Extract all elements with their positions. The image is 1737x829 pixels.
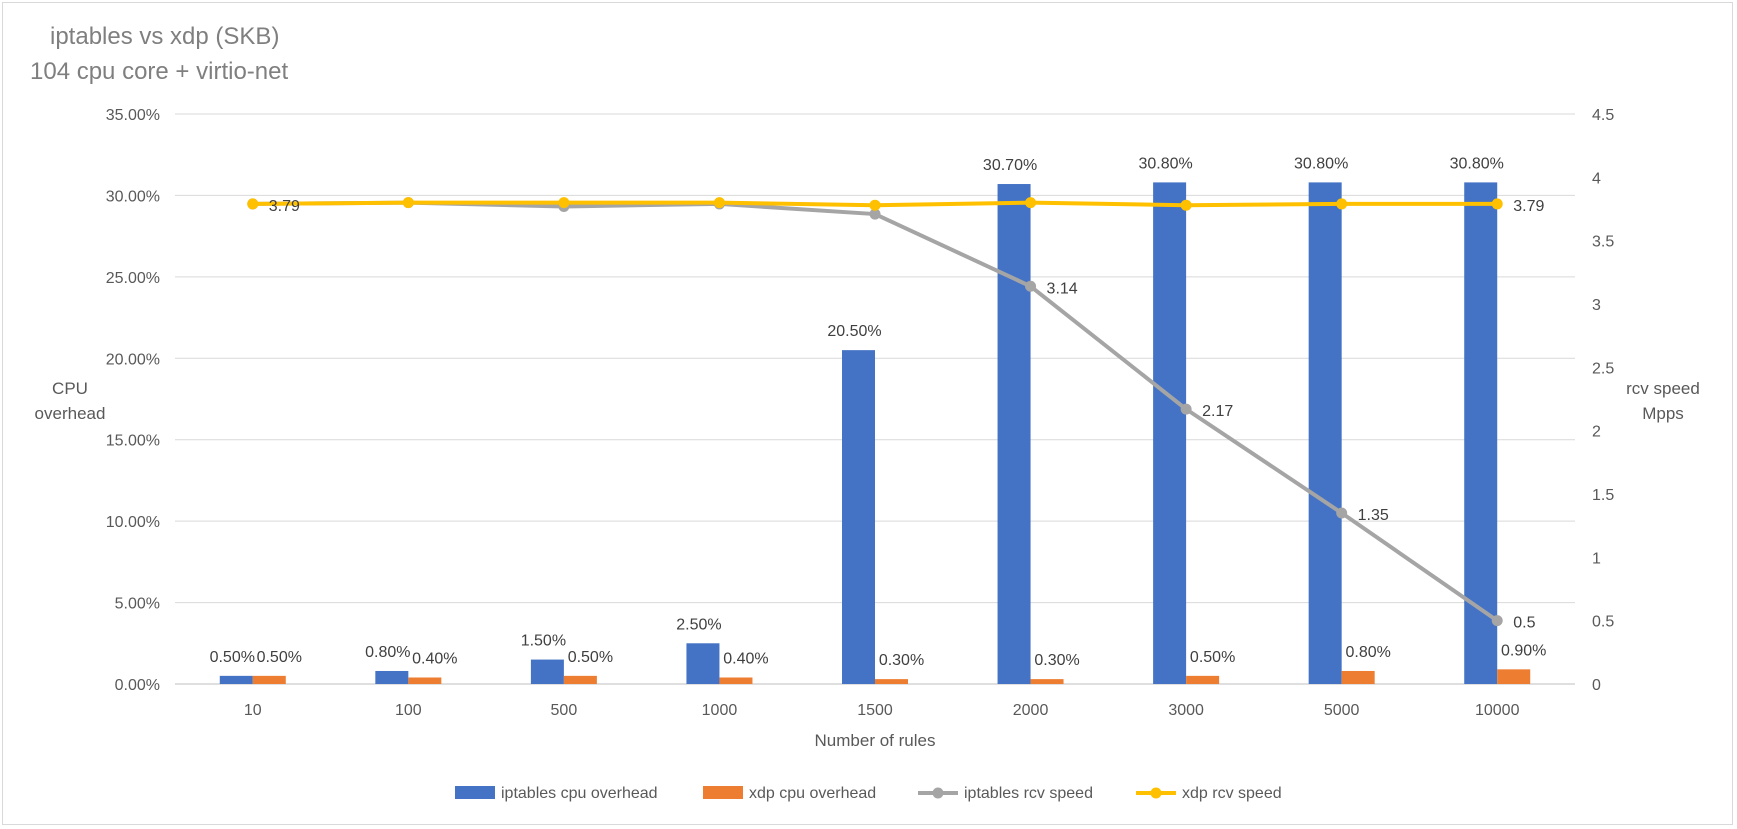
data-label-iptables-cpu-overhead: 30.80% bbox=[1294, 155, 1348, 172]
bar-xdp-cpu-overhead bbox=[1186, 675, 1220, 684]
x-tick-label: 5000 bbox=[1324, 702, 1360, 719]
point-xdp-rcv-speed bbox=[869, 199, 881, 211]
point-xdp-rcv-speed bbox=[558, 197, 570, 209]
legend-swatch-marker bbox=[932, 787, 944, 799]
data-label-xdp-cpu-overhead: 0.80% bbox=[1345, 644, 1390, 661]
point-xdp-rcv-speed bbox=[713, 197, 725, 209]
bar-xdp-cpu-overhead bbox=[719, 677, 753, 684]
data-label-iptables-rcv-speed: 1.35 bbox=[1358, 507, 1389, 524]
data-label-iptables-cpu-overhead: 0.80% bbox=[365, 644, 410, 661]
chart-title-line-1: iptables vs xdp (SKB) bbox=[50, 23, 279, 50]
x-tick-label: 10000 bbox=[1475, 702, 1520, 719]
bar-iptables-cpu-overhead bbox=[686, 643, 720, 684]
y-left-tick-label: 0.00% bbox=[115, 677, 160, 694]
point-xdp-rcv-speed bbox=[1180, 199, 1192, 211]
x-axis-title: Number of rules bbox=[815, 731, 936, 750]
y-right-tick-label: 4 bbox=[1592, 170, 1601, 187]
y-left-axis-title-line: CPU bbox=[52, 379, 88, 398]
y-right-tick-label: 2.5 bbox=[1592, 360, 1614, 377]
bar-iptables-cpu-overhead bbox=[530, 659, 564, 684]
chart-title-line-2: 104 cpu core + virtio-net bbox=[30, 58, 288, 85]
data-label-iptables-cpu-overhead: 30.80% bbox=[1138, 155, 1192, 172]
x-tick-label: 1000 bbox=[702, 702, 738, 719]
data-label-xdp-cpu-overhead: 0.40% bbox=[723, 650, 768, 667]
legend-label: iptables rcv speed bbox=[964, 785, 1093, 802]
data-label-xdp-cpu-overhead: 0.30% bbox=[1034, 652, 1079, 669]
data-label-iptables-cpu-overhead: 30.80% bbox=[1450, 155, 1504, 172]
data-label-iptables-cpu-overhead: 20.50% bbox=[827, 323, 881, 340]
y-right-tick-label: 2 bbox=[1592, 424, 1601, 441]
x-tick-label: 2000 bbox=[1013, 702, 1049, 719]
y-left-tick-label: 20.00% bbox=[106, 351, 160, 368]
bar-iptables-cpu-overhead bbox=[842, 350, 875, 684]
data-label-iptables-cpu-overhead: 2.50% bbox=[676, 616, 721, 633]
legend-label: xdp cpu overhead bbox=[749, 785, 876, 802]
point-xdp-rcv-speed bbox=[1025, 197, 1037, 209]
y-right-axis-title-line: Mpps bbox=[1642, 404, 1684, 423]
point-iptables-rcv-speed bbox=[1180, 403, 1192, 415]
data-label-xdp-cpu-overhead: 0.50% bbox=[1190, 649, 1235, 666]
legend-label: iptables cpu overhead bbox=[501, 785, 658, 802]
data-label-iptables-cpu-overhead: 0.50% bbox=[210, 649, 255, 666]
bar-xdp-cpu-overhead bbox=[1341, 670, 1375, 684]
point-iptables-rcv-speed bbox=[1025, 280, 1037, 292]
legend-swatch bbox=[703, 786, 743, 799]
y-right-tick-label: 1.5 bbox=[1592, 487, 1614, 504]
data-label-xdp-cpu-overhead: 0.90% bbox=[1501, 642, 1546, 659]
point-iptables-rcv-speed bbox=[1336, 507, 1348, 519]
data-label-iptables-cpu-overhead: 1.50% bbox=[521, 633, 566, 650]
data-label-xdp-rcv-speed: 3.79 bbox=[1513, 198, 1544, 215]
point-iptables-rcv-speed bbox=[869, 208, 881, 220]
bar-xdp-cpu-overhead bbox=[252, 675, 286, 684]
data-label-xdp-cpu-overhead: 0.40% bbox=[412, 650, 457, 667]
y-right-tick-label: 0 bbox=[1592, 677, 1601, 694]
point-xdp-rcv-speed bbox=[247, 198, 259, 210]
y-left-tick-label: 25.00% bbox=[106, 270, 160, 287]
y-right-tick-label: 1 bbox=[1592, 550, 1601, 567]
y-left-tick-label: 10.00% bbox=[106, 514, 160, 531]
y-right-tick-label: 4.5 bbox=[1592, 107, 1614, 124]
bar-iptables-cpu-overhead bbox=[219, 675, 253, 684]
y-right-tick-label: 3.5 bbox=[1592, 234, 1614, 251]
data-label-iptables-cpu-overhead: 30.70% bbox=[983, 157, 1037, 174]
y-right-axis-title-line: rcv speed bbox=[1626, 379, 1700, 398]
legend-swatch-marker bbox=[1150, 787, 1162, 799]
bar-xdp-cpu-overhead bbox=[1030, 679, 1064, 684]
bar-xdp-cpu-overhead bbox=[408, 677, 442, 684]
bar-iptables-cpu-overhead bbox=[1308, 182, 1342, 684]
bar-xdp-cpu-overhead bbox=[563, 675, 597, 684]
y-right-tick-label: 3 bbox=[1592, 297, 1601, 314]
data-label-xdp-rcv-speed: 3.79 bbox=[269, 198, 300, 215]
y-left-axis-title-line: overhead bbox=[35, 404, 106, 423]
data-label-xdp-cpu-overhead: 0.50% bbox=[257, 649, 302, 666]
x-tick-label: 1500 bbox=[857, 702, 893, 719]
bar-iptables-cpu-overhead bbox=[997, 184, 1031, 684]
bar-iptables-cpu-overhead bbox=[1153, 182, 1187, 684]
y-left-tick-label: 5.00% bbox=[115, 596, 160, 613]
y-left-tick-label: 30.00% bbox=[106, 188, 160, 205]
y-left-tick-label: 35.00% bbox=[106, 107, 160, 124]
x-tick-label: 500 bbox=[551, 702, 578, 719]
data-label-iptables-rcv-speed: 3.14 bbox=[1047, 280, 1078, 297]
legend-label: xdp rcv speed bbox=[1182, 785, 1282, 802]
bar-xdp-cpu-overhead bbox=[1497, 669, 1531, 684]
point-xdp-rcv-speed bbox=[1336, 198, 1348, 210]
x-tick-label: 10 bbox=[244, 702, 262, 719]
legend-swatch bbox=[455, 786, 495, 799]
data-label-xdp-cpu-overhead: 0.30% bbox=[879, 652, 924, 669]
bar-xdp-cpu-overhead bbox=[875, 679, 908, 684]
y-right-tick-label: 0.5 bbox=[1592, 614, 1614, 631]
data-label-xdp-cpu-overhead: 0.50% bbox=[568, 649, 613, 666]
x-tick-label: 100 bbox=[395, 702, 422, 719]
data-label-iptables-rcv-speed: 2.17 bbox=[1202, 403, 1233, 420]
data-label-iptables-rcv-speed: 0.5 bbox=[1513, 615, 1535, 632]
point-xdp-rcv-speed bbox=[402, 197, 414, 209]
x-tick-label: 3000 bbox=[1168, 702, 1204, 719]
point-xdp-rcv-speed bbox=[1491, 198, 1503, 210]
y-left-tick-label: 15.00% bbox=[106, 433, 160, 450]
point-iptables-rcv-speed bbox=[1491, 615, 1503, 627]
bar-iptables-cpu-overhead bbox=[375, 670, 409, 684]
